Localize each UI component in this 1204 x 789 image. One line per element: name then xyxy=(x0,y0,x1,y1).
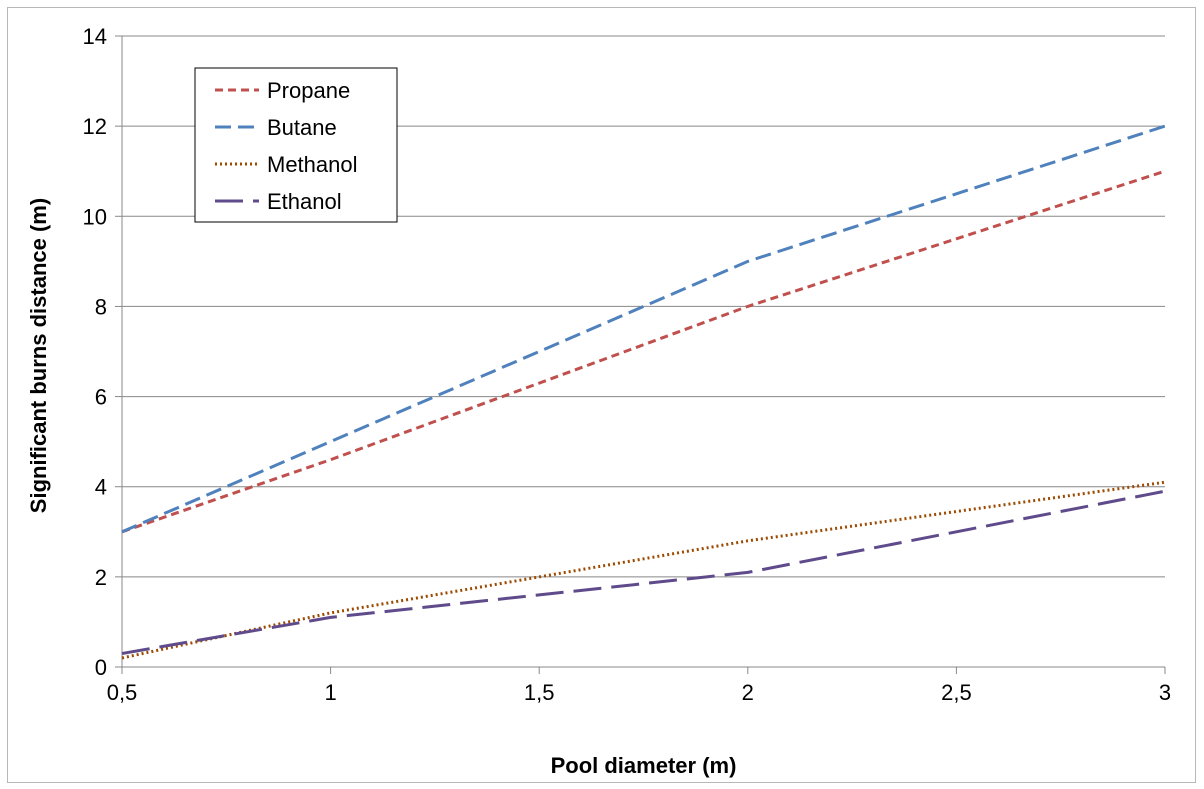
x-tick-label: 1,5 xyxy=(524,680,555,705)
legend-label-methanol: Methanol xyxy=(267,152,358,177)
x-tick-label: 2,5 xyxy=(941,680,972,705)
y-tick-label: 2 xyxy=(95,565,107,590)
x-tick-label: 0,5 xyxy=(107,680,138,705)
y-tick-label: 12 xyxy=(83,114,107,139)
legend-label-propane: Propane xyxy=(267,78,350,103)
tick-labels: 0 2 4 6 8 10 12 14 0,5 1 1,5 2 2,5 3 xyxy=(83,24,1172,705)
y-tick-label: 10 xyxy=(83,204,107,229)
series-line-methanol xyxy=(121,480,1166,660)
y-axis-title: Significant burns distance (m) xyxy=(26,198,51,513)
series-line-butane xyxy=(121,124,1166,534)
x-tick-label: 2 xyxy=(742,680,754,705)
legend-label-butane: Butane xyxy=(267,115,337,140)
series-lines xyxy=(121,124,1166,660)
legend-label-ethanol: Ethanol xyxy=(267,189,342,214)
y-tick-label: 8 xyxy=(95,294,107,319)
y-tick-label: 4 xyxy=(95,475,107,500)
x-axis-title: Pool diameter (m) xyxy=(551,753,737,778)
series-line-ethanol xyxy=(121,489,1166,655)
y-tick-label: 6 xyxy=(95,385,107,410)
legend: Propane Butane Methanol Ethanol xyxy=(194,67,398,223)
y-tick-label: 14 xyxy=(83,24,107,49)
legend-box xyxy=(194,67,398,223)
series-line-propane xyxy=(121,169,1166,534)
x-tick-label: 3 xyxy=(1159,680,1171,705)
y-tick-label: 0 xyxy=(95,655,107,680)
axes xyxy=(115,35,1166,674)
x-tick-label: 1 xyxy=(324,680,336,705)
